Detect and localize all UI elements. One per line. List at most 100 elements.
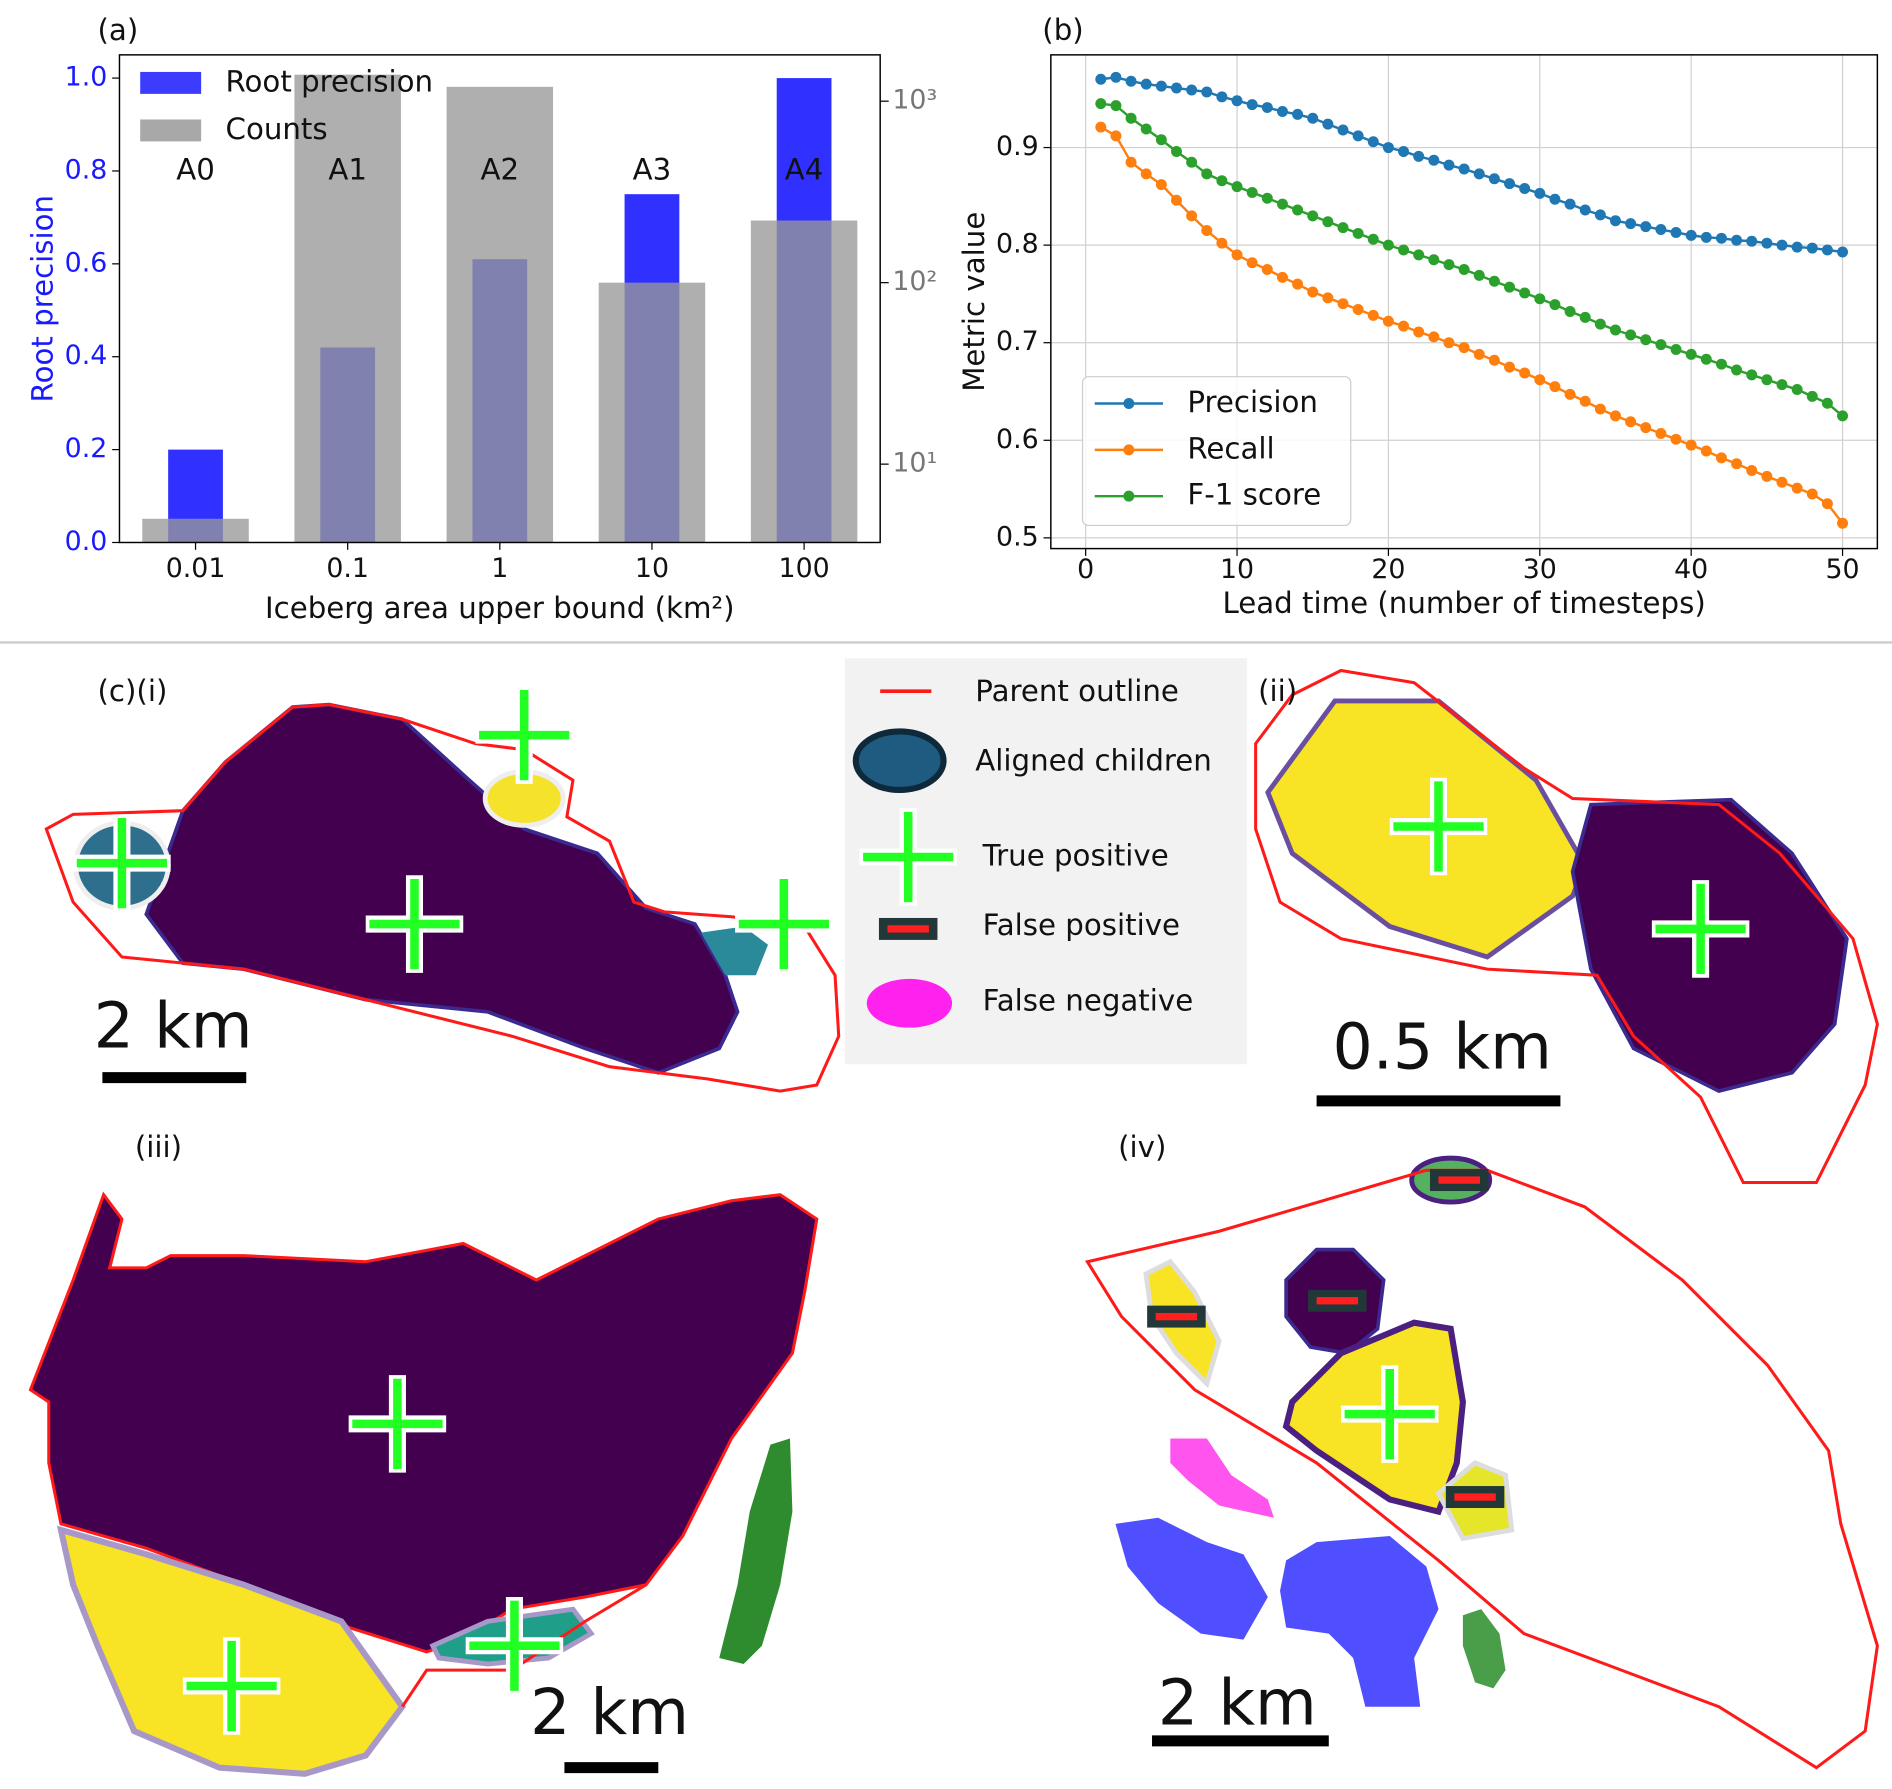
point [1307,210,1319,222]
point [1367,233,1379,245]
iceberg [1170,1438,1274,1518]
x-tick-label: 50 [1825,554,1859,585]
point [1140,168,1152,180]
point [1246,257,1258,269]
y-tick-label: 0.7 [996,326,1039,357]
point [1594,403,1606,415]
legend-key [140,71,202,94]
point [1095,98,1107,110]
y-tick-label: 1.0 [65,62,108,93]
false-positive-marker [1445,1486,1505,1508]
point [1428,331,1440,343]
point [1579,311,1591,323]
legend-key [140,119,202,142]
point [1609,410,1621,422]
iceberg [1570,797,1849,1094]
iceberg [700,926,769,976]
point [1761,470,1773,482]
point [1170,194,1182,206]
point [1307,112,1319,124]
point [1140,123,1152,135]
point [1216,237,1228,249]
y-tick-label: 0.6 [996,424,1039,455]
point [1837,246,1849,258]
panel-label: (iii) [135,1130,182,1164]
point [1791,241,1803,253]
point [1609,215,1621,227]
legend-label: Root precision [226,64,434,98]
panel-label: (ii) [1258,674,1297,708]
point [1428,254,1440,266]
point [1110,71,1122,83]
point [1549,193,1561,205]
point [1155,80,1167,92]
point [1458,342,1470,354]
point [1110,100,1122,112]
point [1201,225,1213,236]
point [1352,227,1364,239]
point [1731,364,1743,376]
legend-key [1123,398,1135,410]
point [1670,226,1682,238]
point [1746,235,1758,247]
point [1398,145,1410,157]
legend-label: True positive [982,839,1169,873]
point [1806,390,1818,402]
y2-tick-label: 10² [892,266,937,297]
point [1170,82,1182,94]
y-tick-label: 0.5 [996,521,1039,552]
y-tick-label: 0.6 [65,247,108,278]
point [1292,278,1304,290]
bar [142,518,249,543]
point [1837,517,1849,529]
point [1564,198,1576,210]
point [1504,281,1516,293]
point [1246,186,1258,198]
point [1458,264,1470,276]
scale-label: 0.5 km [1332,1009,1551,1083]
legend-key [878,917,938,940]
panel-c-iii: (iii) 2 km [28,1130,819,1777]
point [1095,73,1107,85]
legend-label: False positive [983,908,1180,942]
point [1382,315,1394,327]
point [1519,287,1531,299]
point [1382,142,1394,154]
point [1655,427,1667,439]
point [1095,121,1107,133]
point [1398,244,1410,256]
scale-label: 2 km [94,989,253,1063]
point [1186,156,1198,168]
point [1700,353,1712,365]
point [1125,75,1137,87]
point [1186,84,1198,96]
point [1594,318,1606,330]
point [1186,210,1198,222]
bar [446,86,554,543]
y2-tick-label: 10¹ [892,448,937,479]
point [1292,108,1304,120]
point [1443,337,1455,349]
legend-c: Parent outline Aligned children True pos… [844,658,1248,1065]
point [1670,344,1682,356]
point [1625,416,1637,428]
point [1337,124,1349,136]
legend-label: Recall [1187,431,1274,465]
annotation: A3 [633,152,672,186]
parent-outline [1254,668,1879,1185]
point [1170,145,1182,157]
point [1519,183,1531,195]
y-tick-label: 0.4 [65,340,108,371]
point [1534,187,1546,199]
x-tick-label: 0 [1077,554,1094,585]
point [1609,324,1621,336]
point [1261,264,1273,276]
point [1655,339,1667,351]
point [1140,78,1152,90]
panel-c-i: (c)(i) 2 km [44,674,838,1093]
point [1428,154,1440,166]
point [1246,99,1258,111]
legend-label: False negative [983,984,1194,1018]
point [1231,249,1243,261]
